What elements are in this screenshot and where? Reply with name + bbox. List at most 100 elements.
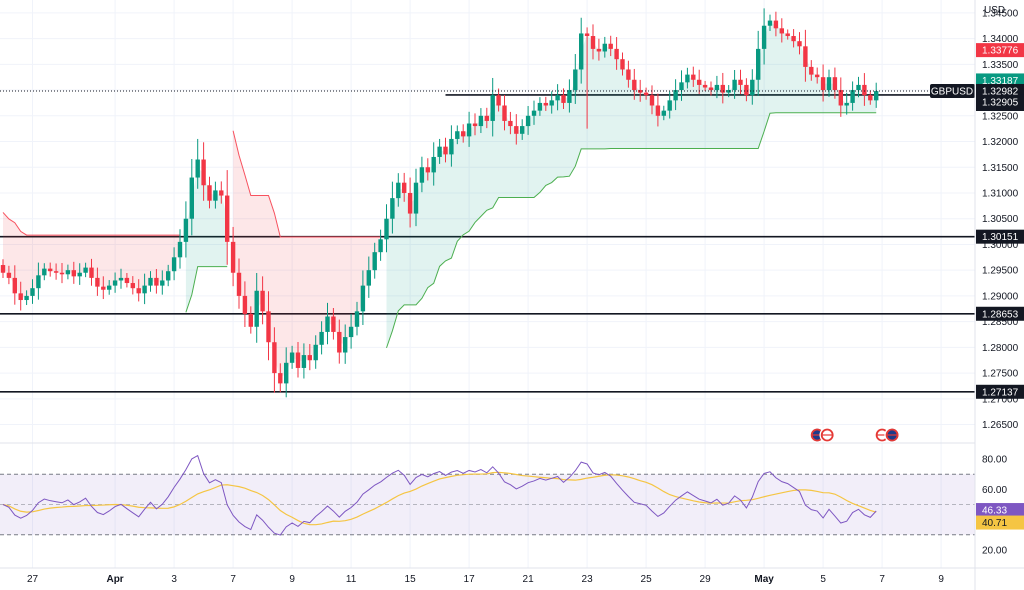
candle (608, 35, 613, 57)
candle (561, 88, 566, 110)
candle-body (6, 272, 12, 278)
candle (59, 262, 65, 284)
price-tick-label: 1.34500 (982, 8, 1019, 19)
candle-body (626, 69, 631, 80)
price-tag (976, 43, 1024, 58)
candle (166, 264, 171, 287)
candle (284, 347, 289, 398)
candle (691, 66, 696, 87)
time-tick-label: 7 (879, 574, 885, 585)
candle-body (278, 373, 283, 384)
candle-body (254, 290, 259, 327)
candle (390, 181, 395, 234)
candle-body (791, 36, 796, 42)
candle-body (697, 79, 702, 85)
candle (791, 29, 796, 48)
price-tag-label: 1.27137 (982, 387, 1019, 398)
candle-body (850, 90, 855, 103)
candle-body (48, 268, 53, 272)
candle (354, 301, 360, 336)
candle-body (77, 272, 82, 277)
candle-body (12, 277, 17, 294)
price-tag (976, 306, 1024, 321)
candle (425, 158, 430, 181)
candle (83, 262, 88, 278)
candle (142, 273, 147, 305)
candle-body (242, 295, 248, 314)
candle-body (449, 138, 454, 155)
candle (118, 268, 124, 289)
candle (95, 267, 100, 296)
candle (862, 73, 867, 106)
event-markers[interactable] (809, 427, 900, 443)
candle (248, 306, 253, 334)
candle-body (148, 277, 153, 286)
rsi-ma-box (976, 515, 1024, 530)
price-tag (976, 94, 1024, 109)
candle-body (750, 79, 755, 96)
candle-body (272, 342, 277, 374)
candle-body (602, 43, 607, 52)
candle (868, 90, 873, 105)
candle-body (478, 115, 484, 127)
candle-body (431, 156, 436, 173)
candle-body (83, 267, 88, 273)
candle-body (702, 84, 708, 88)
candle-body (455, 131, 460, 139)
candle-body (614, 48, 619, 60)
time-tick-label: 11 (346, 574, 357, 585)
candle (266, 291, 271, 361)
candle (148, 271, 153, 292)
candle-body (337, 331, 342, 353)
candle (230, 226, 236, 287)
price-tick-label: 1.26500 (982, 420, 1019, 431)
time-tick-label: 9 (289, 574, 295, 585)
candle (502, 94, 507, 131)
candle-body (396, 182, 401, 199)
candle (874, 82, 879, 108)
candle (702, 80, 708, 92)
candle (643, 87, 649, 100)
time-tick-label: 3 (171, 574, 177, 585)
gb-flag-icon[interactable] (884, 427, 900, 443)
candle-body (561, 95, 566, 103)
price-tick-label: 1.31000 (982, 188, 1019, 199)
axes: 1.345001.340001.335001.330001.325001.320… (27, 8, 1024, 585)
candle-body (508, 120, 513, 127)
supertrend-line (185, 266, 228, 313)
candle-body (71, 270, 76, 277)
candle (537, 97, 543, 116)
candle-body (30, 288, 35, 296)
symbol-tag (930, 83, 975, 98)
candle-body (402, 182, 407, 193)
price-tag-label: 1.33187 (982, 76, 1019, 87)
candle-body (815, 74, 820, 78)
candle (508, 111, 513, 135)
candle (850, 81, 855, 111)
candle-body (136, 288, 141, 294)
rsi-value-tag: 46.33 (976, 503, 1024, 518)
candle (478, 108, 484, 134)
candle (484, 107, 489, 129)
supertrend-fill (233, 130, 381, 379)
time-tick-label: 23 (582, 574, 594, 585)
candle-body (549, 100, 554, 106)
candle-body (266, 311, 271, 343)
candle (260, 276, 265, 325)
candle-body (124, 277, 130, 284)
candle-body (225, 195, 230, 242)
us-flag-icon[interactable] (819, 427, 835, 443)
candle-body (714, 84, 720, 91)
candle (649, 85, 655, 115)
price-label: 1.28653 (976, 306, 1024, 321)
rsi-tick-label: 80.00 (982, 455, 1007, 466)
candle-body (201, 159, 206, 186)
candle-body (313, 344, 318, 361)
candle (53, 263, 59, 280)
candle (838, 77, 843, 117)
candle (449, 125, 454, 167)
candle-body (679, 82, 684, 91)
candle (48, 262, 53, 277)
candle (797, 32, 802, 55)
